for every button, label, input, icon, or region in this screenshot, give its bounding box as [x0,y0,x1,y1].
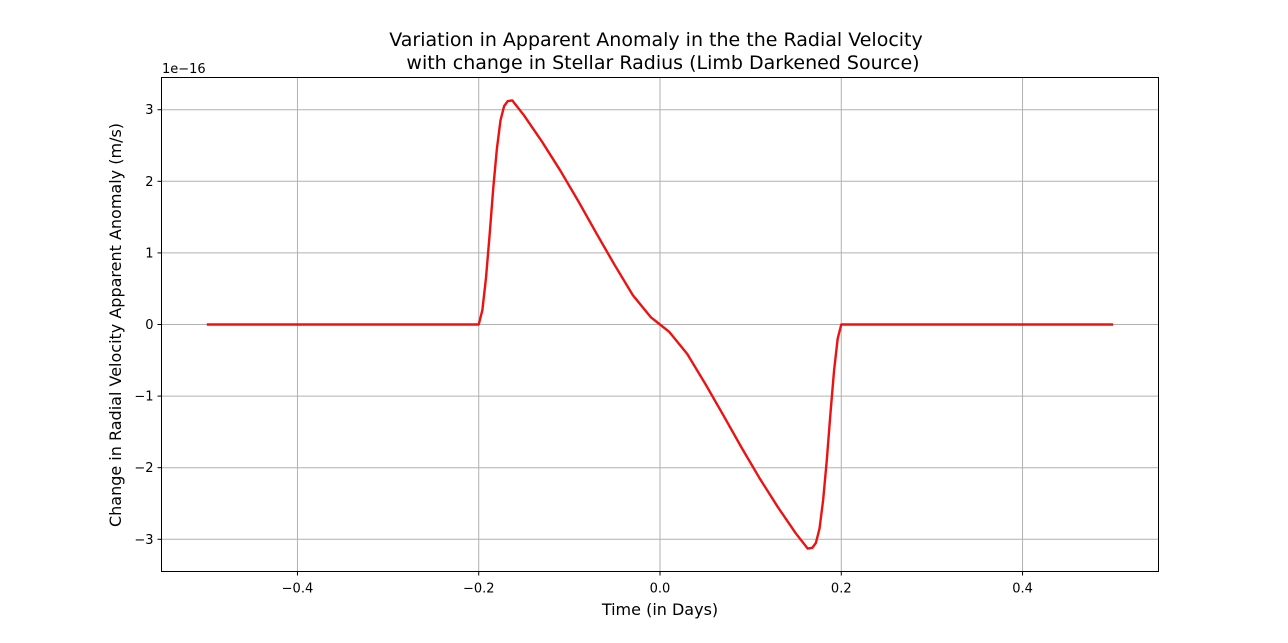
chart-title-line-1: Variation in Apparent Anomaly in the the… [389,29,923,51]
x-tick-label: −0.4 [282,582,314,597]
axis-ticks: −0.4 −0.2 0.0 0.2 0.4 −3 −2 −1 0 1 2 3 [134,103,1033,596]
y-tick-label: −2 [134,461,153,476]
y-axis-label: Change in Radial Velocity Apparent Anoma… [106,123,125,527]
x-tick-label: 0.0 [650,582,671,597]
x-tick-label: 0.2 [831,582,852,597]
plot-area [206,99,1114,550]
chart-title-line-2: with change in Stellar Radius (Limb Dark… [406,52,919,74]
y-axis-offset-label: 1e−16 [162,62,206,77]
y-tick-label: −1 [134,390,153,405]
y-tick-label: −3 [134,533,153,548]
x-tick-label: −0.2 [463,582,495,597]
y-tick-label: 1 [145,246,153,261]
y-tick-label: 0 [145,318,153,333]
x-tick-label: 0.4 [1012,582,1033,597]
series-line [206,99,1114,550]
y-tick-label: 2 [145,175,153,190]
y-tick-label: 3 [145,103,153,118]
x-axis-label: Time (in Days) [601,600,718,619]
